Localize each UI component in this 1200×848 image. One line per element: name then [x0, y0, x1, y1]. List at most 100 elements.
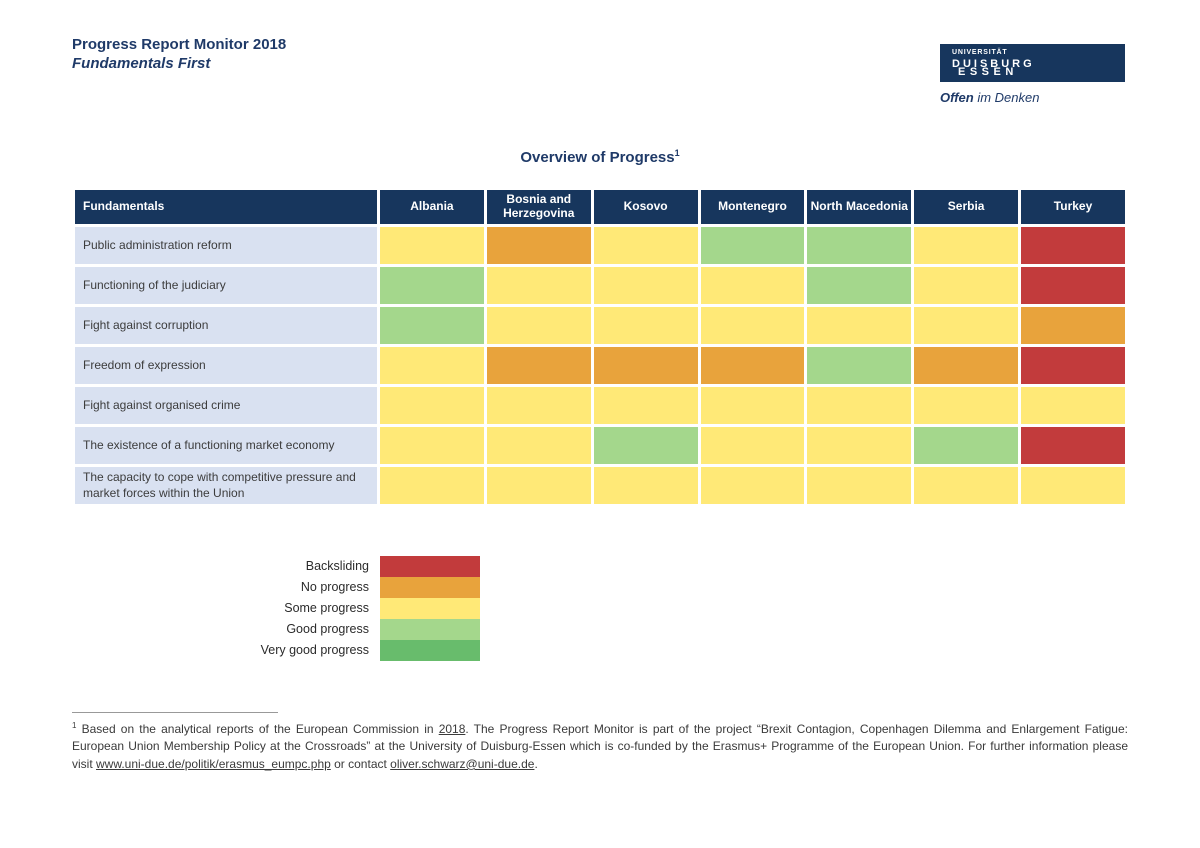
progress-cell: [914, 467, 1019, 504]
footnote-text-segment: .: [534, 756, 538, 771]
row-label-functioning-of-the-judiciary: Functioning of the judiciary: [75, 267, 377, 304]
footnote-text-segment: or contact: [330, 756, 391, 771]
progress-cell: [593, 427, 698, 464]
progress-cell: [593, 227, 698, 264]
progress-cell: [700, 307, 805, 344]
progress-cell: [807, 307, 912, 344]
overview-title-text: Overview of Progress: [520, 149, 675, 166]
footnote-text: 1 Based on the analytical reports of the…: [72, 720, 1128, 773]
legend-row: Some progress: [72, 598, 480, 619]
table-row: Fight against corruption: [75, 307, 1125, 344]
column-header-bosnia-and-herzegovina: Bosnia and Herzegovina: [486, 190, 591, 224]
overview-title-superscript: 1: [674, 148, 680, 158]
progress-cell: [380, 347, 484, 384]
progress-cell: [380, 307, 484, 344]
column-header-kosovo: Kosovo: [593, 190, 698, 224]
progress-cell: [1021, 347, 1125, 384]
logo-slogan-rest: im Denken: [977, 90, 1040, 105]
column-header-fundamentals: Fundamentals: [75, 190, 377, 224]
progress-cell: [1021, 427, 1125, 464]
logo-text-essen: ESSEN: [958, 66, 1018, 78]
legend-label-good: Good progress: [286, 622, 369, 636]
progress-cell: [380, 427, 484, 464]
footnote-link[interactable]: oliver.schwarz@uni-due.de: [390, 756, 535, 771]
legend-swatch-verygood: [380, 640, 480, 661]
progress-cell: [914, 347, 1019, 384]
footnote-marker: 1: [72, 721, 77, 730]
footnote-link[interactable]: www.uni-due.de/politik/erasmus_eumpc.php: [96, 756, 331, 771]
footnote-text-segment: Based on the analytical reports of the E…: [76, 722, 439, 736]
footnote-link[interactable]: 2018: [438, 722, 466, 736]
progress-cell: [914, 267, 1019, 304]
progress-cell: [914, 427, 1019, 464]
logo-text-universitaet: UNIVERSITÄT: [952, 49, 1008, 56]
progress-cell: [807, 347, 912, 384]
legend-label-no: No progress: [300, 580, 369, 594]
university-logo: UNIVERSITÄT DUISBURG ESSEN Offen im Denk…: [940, 44, 1125, 105]
progress-cell: [593, 467, 698, 504]
table-row: Public administration reform: [75, 227, 1125, 264]
progress-cell: [914, 387, 1019, 424]
progress-cell: [380, 227, 484, 264]
progress-cell: [486, 427, 591, 464]
progress-cell: [700, 427, 805, 464]
row-label-the-capacity-to-cope: The capacity to cope with competitive pr…: [75, 467, 377, 504]
report-subtitle: Fundamentals First: [72, 54, 211, 72]
column-header-albania: Albania: [380, 190, 484, 224]
progress-cell: [593, 267, 698, 304]
progress-cell: [1021, 387, 1125, 424]
legend-row: Backsliding: [72, 556, 480, 577]
row-label-fight-against-organised-crime: Fight against organised crime: [75, 387, 377, 424]
report-title: Progress Report Monitor 2018: [72, 36, 287, 53]
legend: Backsliding No progress Some progress Good …: [72, 556, 480, 661]
progress-cell: [486, 467, 591, 504]
overview-title: Overview of Progress1: [0, 148, 1200, 166]
table-header-row: Fundamentals Albania Bosnia and Herzegovin…: [75, 190, 1125, 224]
progress-cell: [380, 267, 484, 304]
column-header-turkey: Turkey: [1021, 190, 1125, 224]
row-label-public-administration-reform: Public administration reform: [75, 227, 377, 264]
progress-cell: [914, 307, 1019, 344]
table-row: The existence of a functioning market ec…: [75, 427, 1125, 464]
progress-cell: [486, 227, 591, 264]
column-header-north-macedonia: North Macedonia: [807, 190, 912, 224]
footnote-rule: [72, 712, 278, 713]
progress-cell: [1021, 267, 1125, 304]
progress-cell: [593, 307, 698, 344]
footnote-text-segment: . The Progress Report Monitor is part of…: [72, 722, 1128, 771]
legend-swatch-good: [380, 619, 480, 640]
progress-cell: [914, 227, 1019, 264]
legend-label-verygood: Very good progress: [260, 643, 369, 657]
legend-swatch-backsliding: [380, 556, 480, 577]
legend-row: Good progress: [72, 619, 480, 640]
progress-cell: [486, 307, 591, 344]
progress-cell: [486, 347, 591, 384]
progress-cell: [380, 387, 484, 424]
logo-slogan: Offen im Denken: [940, 90, 1125, 105]
progress-cell: [593, 387, 698, 424]
table-row: Functioning of the judiciary: [75, 267, 1125, 304]
progress-cell: [593, 347, 698, 384]
progress-cell: [700, 387, 805, 424]
legend-label-some: Some progress: [284, 601, 369, 615]
logo-slogan-bold: Offen: [940, 90, 974, 105]
progress-cell: [807, 387, 912, 424]
footnote: 1 Based on the analytical reports of the…: [72, 712, 1128, 773]
legend-row: No progress: [72, 577, 480, 598]
progress-cell: [1021, 307, 1125, 344]
row-label-freedom-of-expression: Freedom of expression: [75, 347, 377, 384]
row-label-the-existence-of-a: The existence of a functioning market ec…: [75, 427, 377, 464]
progress-cell: [700, 227, 805, 264]
progress-cell: [807, 227, 912, 264]
legend-label-backsliding: Backsliding: [305, 559, 369, 573]
logo-text-duisburg: DUISBURG: [952, 58, 1035, 70]
row-label-fight-against-corruption: Fight against corruption: [75, 307, 377, 344]
university-logo-box: UNIVERSITÄT DUISBURG ESSEN: [940, 44, 1125, 82]
progress-cell: [700, 267, 805, 304]
report-header: Progress Report Monitor 2018 Fundamental…: [72, 36, 286, 74]
legend-swatch-no: [380, 577, 480, 598]
progress-cell: [486, 267, 591, 304]
progress-cell: [807, 267, 912, 304]
progress-cell: [807, 427, 912, 464]
table-row: Freedom of expression: [75, 347, 1125, 384]
